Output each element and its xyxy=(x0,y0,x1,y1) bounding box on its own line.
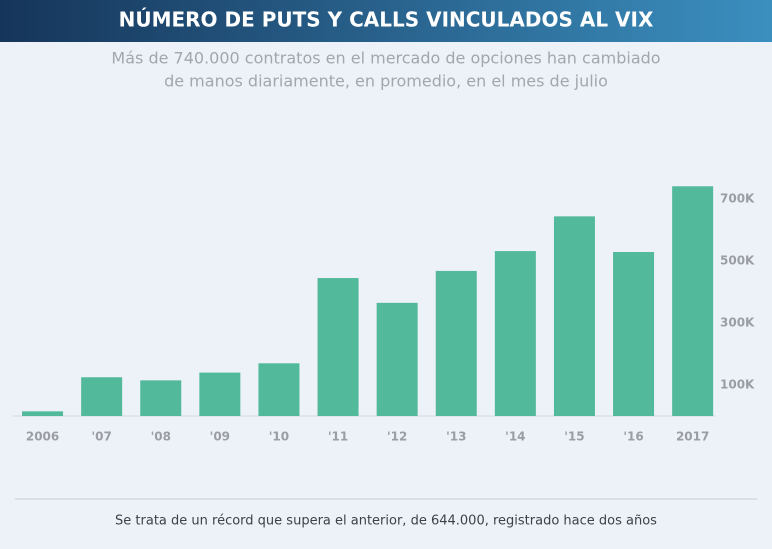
y-tick-label: 300K xyxy=(720,316,755,330)
x-tick-label: '07 xyxy=(91,430,111,444)
footnote: Se trata de un récord que supera el ante… xyxy=(115,514,657,529)
bar xyxy=(81,377,123,416)
x-tick-label: '14 xyxy=(505,430,525,444)
x-tick-label: 2006 xyxy=(26,430,59,444)
bar xyxy=(140,380,182,416)
bar xyxy=(317,278,359,416)
x-tick-label: '12 xyxy=(387,430,407,444)
x-tick-label: '09 xyxy=(210,430,230,444)
bar xyxy=(376,302,418,416)
x-tick-label: '11 xyxy=(328,430,348,444)
x-tick-label: '08 xyxy=(151,430,171,444)
bar xyxy=(672,186,714,416)
title-bar xyxy=(0,0,772,42)
x-tick-label: '10 xyxy=(269,430,289,444)
bar xyxy=(199,372,241,416)
x-tick-label: 2017 xyxy=(676,430,709,444)
x-tick-label: '13 xyxy=(446,430,466,444)
bar xyxy=(22,411,64,416)
subtitle: Más de 740.000 contratos en el mercado d… xyxy=(111,49,660,68)
bar xyxy=(258,363,300,416)
subtitle: de manos diariamente, en promedio, en el… xyxy=(164,72,608,91)
bar xyxy=(494,251,536,416)
chart-title: NÚMERO DE PUTS Y CALLS VINCULADOS AL VIX xyxy=(119,8,654,32)
bar xyxy=(435,270,477,416)
y-tick-label: 100K xyxy=(720,378,755,392)
bar xyxy=(553,216,595,416)
y-tick-label: 700K xyxy=(720,192,755,206)
x-tick-label: '15 xyxy=(564,430,584,444)
bar xyxy=(613,252,655,416)
y-tick-label: 500K xyxy=(720,254,755,268)
x-tick-label: '16 xyxy=(623,430,643,444)
